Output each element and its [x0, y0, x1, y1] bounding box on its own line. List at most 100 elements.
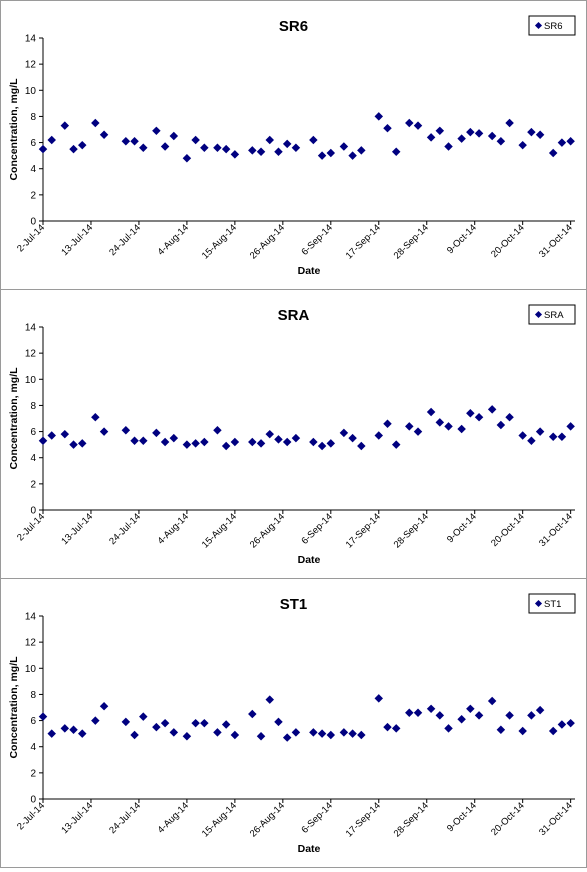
data-point [282, 733, 292, 742]
y-tick-label: 2 [30, 479, 36, 490]
x-tick-label: 15-Aug-14 [200, 222, 239, 261]
data-point [200, 437, 209, 447]
data-point [38, 712, 48, 721]
legend: SRA [528, 304, 576, 325]
y-tick-label: 6 [30, 716, 36, 727]
data-point [221, 144, 231, 154]
y-tick-label: 12 [25, 60, 37, 71]
y-axis-label: Concentration, mg/L [8, 367, 20, 470]
data-point [230, 730, 240, 740]
data-point [309, 728, 318, 737]
x-tick-label: 24-Jul-14 [107, 800, 143, 836]
x-tick-label: 4-Aug-14 [156, 511, 191, 546]
x-tick-label: 4-Aug-14 [156, 222, 191, 257]
legend-label: SRA [544, 310, 564, 321]
data-point [38, 144, 48, 154]
data-point [357, 146, 366, 155]
y-tick-label: 12 [25, 638, 37, 649]
data-point [413, 708, 423, 717]
x-tick-label: 15-Aug-14 [200, 800, 239, 839]
data-point [374, 431, 384, 440]
y-tick-label: 12 [25, 349, 37, 360]
legend-marker [534, 599, 543, 608]
data-point [78, 439, 87, 448]
data-point [566, 422, 575, 431]
legend: SR6 [528, 15, 576, 36]
x-tick-label: 24-Jul-14 [107, 511, 143, 547]
data-point [139, 436, 148, 445]
data-point [426, 704, 436, 714]
data-point [457, 424, 466, 434]
data-point [99, 130, 109, 139]
data-point [200, 143, 209, 153]
data-point [405, 118, 414, 128]
data-point [230, 437, 240, 447]
x-tick-label: 13-Jul-14 [59, 511, 95, 547]
legend-box [528, 15, 576, 36]
y-tick-label: 4 [30, 164, 36, 175]
data-point [317, 151, 327, 160]
data-point [78, 140, 87, 150]
y-tick-label: 0 [30, 795, 36, 806]
data-point [91, 118, 100, 128]
y-tick-label: 6 [30, 427, 36, 438]
data-point [221, 720, 231, 729]
y-tick-label: 14 [25, 323, 37, 334]
data-point [130, 137, 139, 146]
data-point [444, 142, 453, 151]
data-point [391, 440, 401, 449]
data-point [47, 431, 56, 440]
data-point [274, 147, 283, 156]
data-point [548, 432, 558, 442]
x-tick-label: 24-Jul-14 [107, 222, 143, 258]
legend-label: SR6 [544, 21, 562, 32]
data-point [474, 412, 484, 422]
x-tick-label: 20-Oct-14 [489, 800, 527, 838]
data-point [248, 146, 257, 155]
data-point [191, 439, 200, 448]
data-point [282, 437, 292, 447]
data-point [47, 729, 56, 738]
data-point [200, 718, 209, 728]
data-point [121, 137, 131, 146]
data-point [256, 732, 266, 741]
data-point [383, 123, 392, 133]
data-point [474, 711, 484, 720]
chart-title: SRA [278, 307, 310, 324]
data-point [548, 148, 558, 158]
data-point [435, 711, 445, 720]
data-point [317, 441, 327, 451]
data-point [160, 142, 170, 151]
data-point [505, 118, 514, 128]
legend-box [528, 593, 576, 614]
data-point [505, 412, 514, 422]
data-point [317, 729, 327, 738]
data-point [374, 112, 384, 121]
y-tick-label: 0 [30, 217, 36, 228]
data-point [130, 730, 139, 740]
x-tick-label: 28-Sep-14 [392, 222, 431, 261]
data-point [130, 436, 139, 445]
data-point [99, 701, 109, 711]
data-point [169, 433, 179, 443]
data-point [496, 725, 506, 734]
data-point [413, 121, 423, 130]
x-tick-label: 9-Oct-14 [445, 511, 479, 545]
data-point [496, 420, 506, 430]
y-tick-label: 14 [25, 34, 37, 45]
y-tick-label: 10 [25, 375, 37, 386]
data-point [391, 147, 401, 156]
data-point [256, 147, 266, 156]
data-point [487, 405, 497, 414]
y-axis-label: Concentration, mg/L [8, 78, 20, 181]
data-point [221, 441, 231, 451]
data-point [213, 426, 222, 435]
data-point [518, 140, 527, 150]
data-point [169, 728, 179, 737]
data-point [383, 419, 392, 428]
x-tick-label: 17-Sep-14 [344, 800, 383, 839]
data-point [339, 142, 349, 151]
data-point [47, 135, 56, 145]
chart-panel: SR6 0 2 4 6 8 10 12 14 2-Jul-14 13-Jul-14 24-Jul-14… [0, 0, 587, 290]
